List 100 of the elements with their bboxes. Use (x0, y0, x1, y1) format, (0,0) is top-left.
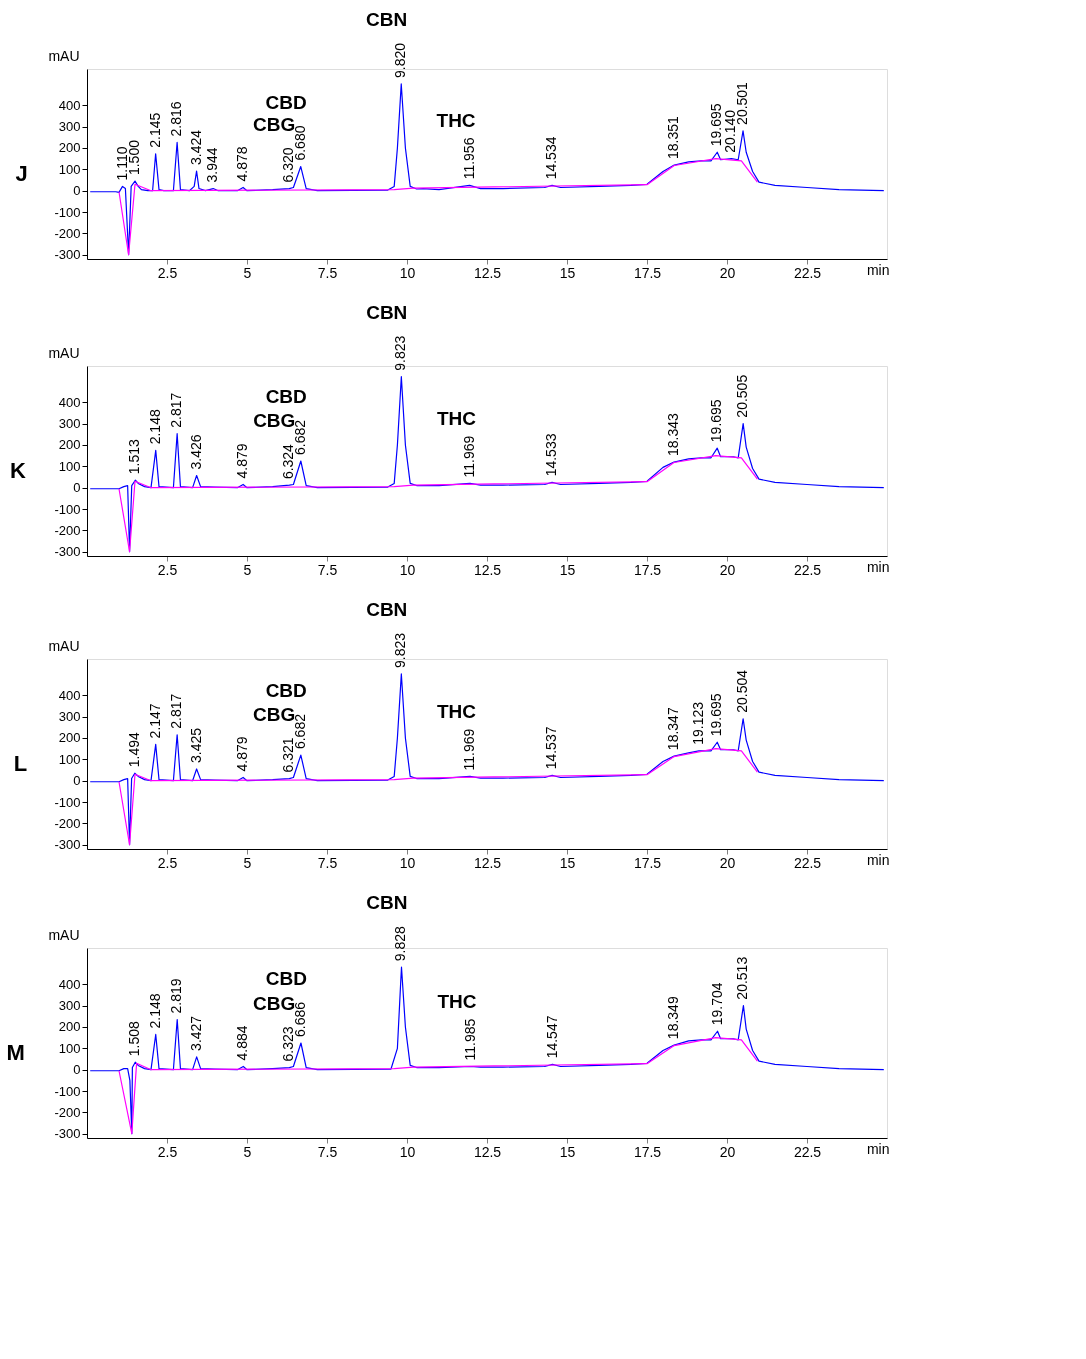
annotation: 18.351 (665, 116, 682, 160)
y-axis-title: mAU (48, 926, 80, 943)
x-tick-label: 5 (243, 854, 252, 871)
annotation: CBD (265, 680, 307, 702)
annotation: CBN (366, 301, 408, 323)
x-tick-label: 10 (399, 561, 416, 578)
annotation: THC (436, 110, 476, 132)
y-tick-label: 300 (58, 119, 81, 135)
x-tick-label: 5 (243, 561, 252, 578)
annotation: 20.501 (734, 81, 751, 125)
annotation: 20.513 (734, 956, 751, 1000)
x-tick-label: 2.5 (157, 854, 178, 871)
x-tick-label: 12.5 (473, 561, 502, 578)
y-tick-label: 200 (58, 437, 81, 453)
x-tick-label: 20 (719, 854, 736, 871)
x-tick-label: 17.5 (633, 561, 662, 578)
annotation: 2.148 (146, 409, 163, 445)
y-tick-label: 200 (58, 1019, 81, 1035)
y-axis-title: mAU (48, 637, 80, 654)
x-tick-label: 12.5 (473, 264, 502, 281)
annotation: 2.148 (146, 993, 163, 1029)
y-tick-label: -200 (54, 522, 81, 538)
annotation: 18.347 (665, 707, 682, 751)
annotation: 2.147 (146, 703, 163, 739)
y-tick-label: -200 (54, 815, 81, 831)
x-tick-label: 7.5 (317, 854, 338, 871)
x-axis-title: min (866, 261, 890, 278)
x-tick-label: 5 (243, 264, 252, 281)
x-axis-title: min (866, 851, 890, 868)
y-tick-label: 200 (58, 730, 81, 746)
annotation: THC (437, 991, 477, 1013)
annotation: 2.816 (168, 101, 185, 137)
x-tick-label: 7.5 (317, 264, 338, 281)
annotation: CBN (366, 892, 408, 914)
y-tick-label: -300 (54, 1126, 81, 1142)
annotation: 14.533 (543, 433, 560, 477)
annotation: 4.878 (234, 146, 251, 182)
annotation: 11.985 (461, 1018, 478, 1061)
annotation: 19.695 (708, 103, 725, 147)
x-tick-label: 10 (399, 1143, 416, 1160)
y-tick-label: -100 (54, 204, 81, 220)
annotation: CBD (265, 968, 307, 989)
annotation: 2.819 (168, 978, 185, 1014)
x-tick-label: 2.5 (157, 561, 178, 578)
x-tick-label: 22.5 (793, 264, 822, 281)
annotation: 4.879 (234, 443, 251, 479)
x-tick-label: 22.5 (793, 854, 822, 871)
y-tick-label: 100 (58, 458, 81, 474)
x-tick-label: 20 (719, 1143, 736, 1160)
x-tick-label: 10 (399, 264, 416, 281)
x-tick-label: 7.5 (317, 1143, 338, 1160)
x-tick-label: 5 (243, 1143, 252, 1160)
annotation: 14.547 (543, 1015, 560, 1059)
y-tick-label: -300 (54, 837, 81, 853)
annotation: 3.426 (187, 434, 204, 470)
y-tick-label: 100 (58, 1040, 81, 1056)
x-tick-label: 20 (719, 264, 736, 281)
y-tick-label: -100 (54, 1083, 81, 1099)
x-tick-label: 15 (559, 561, 576, 578)
annotation: 18.349 (665, 996, 682, 1040)
y-tick-label: 0 (73, 480, 81, 496)
y-tick-label: 0 (73, 183, 81, 199)
y-tick-label: 0 (73, 1062, 81, 1078)
y-tick-label: -200 (54, 1104, 81, 1120)
annotation: 11.956 (460, 137, 477, 180)
annotation: 1.513 (126, 438, 143, 475)
x-tick-label: 15 (559, 854, 576, 871)
text: J (15, 161, 28, 186)
y-tick-label: 400 (58, 394, 81, 410)
annotation: 9.823 (392, 632, 409, 668)
y-axis-title: mAU (48, 47, 80, 64)
y-tick-label: 300 (58, 416, 81, 432)
annotation: 9.828 (392, 925, 409, 962)
annotation: 2.817 (168, 392, 185, 428)
y-tick-label: -100 (54, 501, 81, 517)
annotation: 9.820 (392, 42, 409, 78)
text: L (13, 751, 28, 776)
annotation: CBN (366, 598, 408, 620)
x-tick-label: 15 (559, 264, 576, 281)
annotation: THC (436, 701, 477, 723)
annotation: 2.145 (146, 112, 163, 148)
x-tick-label: 20 (719, 561, 736, 578)
annotation: 18.343 (664, 413, 681, 457)
annotation: 14.534 (543, 136, 560, 180)
x-tick-label: 12.5 (473, 1143, 502, 1160)
y-tick-label: 400 (58, 976, 81, 992)
x-tick-label: 10 (399, 854, 416, 871)
annotation: 20.505 (734, 374, 751, 418)
y-tick-label: -100 (54, 794, 81, 810)
annotation: THC (436, 408, 477, 430)
x-tick-label: 22.5 (793, 1143, 822, 1160)
annotation: 19.704 (708, 982, 725, 1026)
annotation: 3.425 (187, 727, 204, 763)
annotation: 20.504 (734, 669, 751, 713)
annotation: CBN (366, 8, 408, 30)
y-tick-label: 100 (58, 751, 81, 767)
y-tick-label: -300 (54, 544, 81, 560)
x-axis-title: min (866, 1140, 890, 1157)
x-tick-label: 12.5 (473, 854, 502, 871)
x-tick-label: 2.5 (157, 264, 178, 281)
